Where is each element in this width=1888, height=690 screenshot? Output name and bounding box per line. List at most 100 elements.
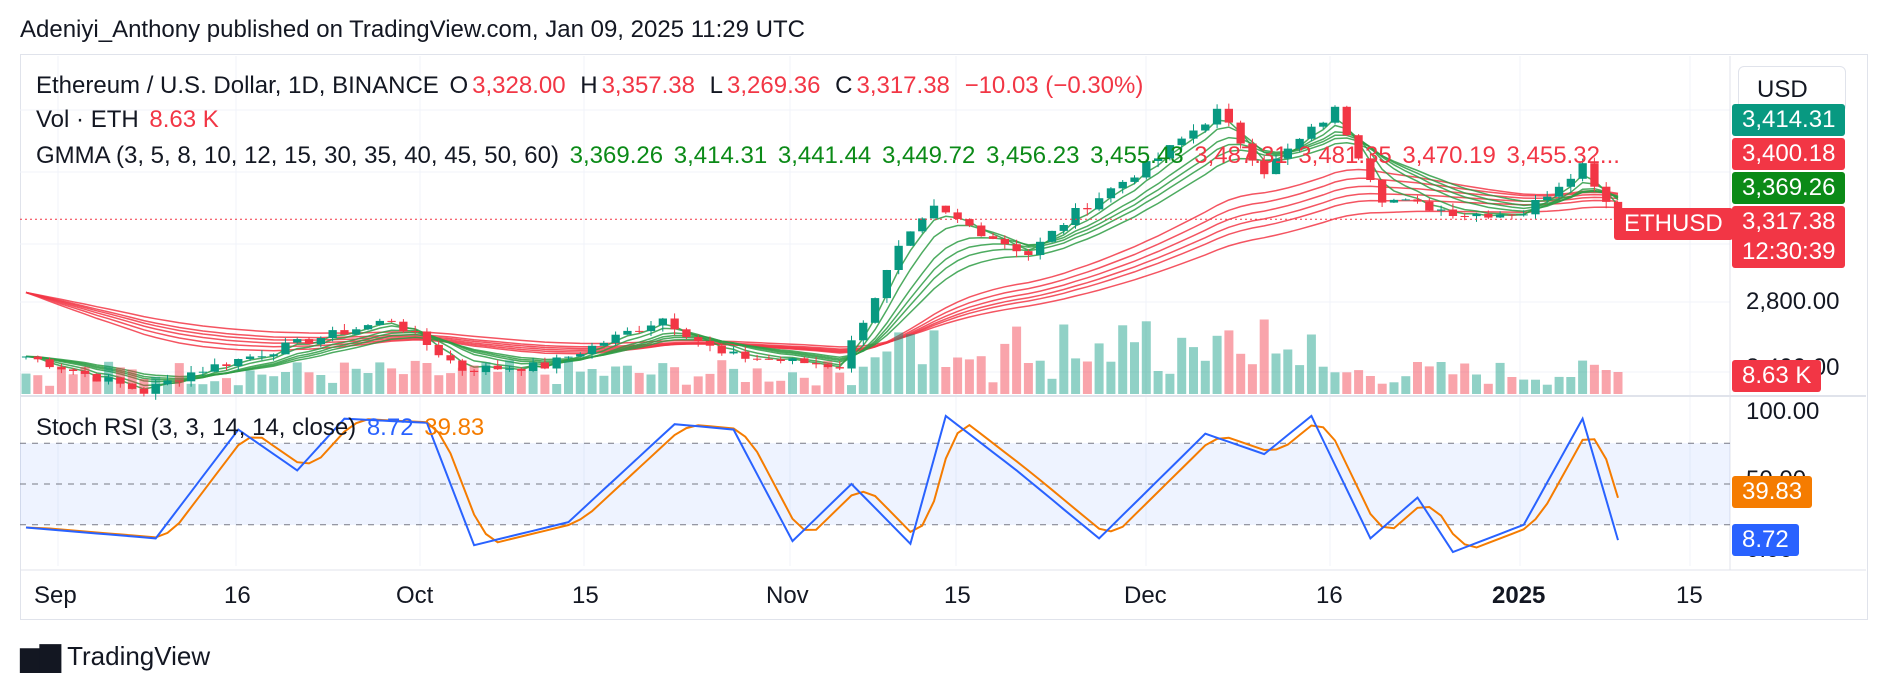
time-tick-label: 15 xyxy=(572,582,599,609)
candle-body xyxy=(882,270,891,299)
volume-bar xyxy=(1318,366,1328,394)
gmma-short-value: 3,369.26 xyxy=(569,142,664,169)
volume-bar xyxy=(1578,360,1588,394)
volume-bar xyxy=(422,363,432,394)
volume-bar xyxy=(1589,364,1599,394)
candle-body xyxy=(1000,238,1009,245)
time-tick-label: 15 xyxy=(944,582,971,609)
gmma-long-line xyxy=(25,199,1619,350)
candle-body xyxy=(1177,138,1186,146)
candle-body xyxy=(116,377,125,384)
volume-bar xyxy=(882,351,892,394)
gmma-short-value: 3,456.23 xyxy=(986,142,1080,169)
candle-body xyxy=(835,367,844,369)
legend-stoch: Stoch RSI (3, 3, 14, 14, close) 8.72 39.… xyxy=(36,414,488,442)
candle-body xyxy=(1389,199,1399,203)
volume-bar xyxy=(1566,377,1576,394)
candle-body xyxy=(104,377,113,382)
time-tick-label: 2025 xyxy=(1492,582,1546,609)
gmma-long-value: 3,455.32... xyxy=(1506,142,1620,169)
candle-body xyxy=(470,370,479,372)
volume-bar xyxy=(1389,382,1399,394)
volume-bar xyxy=(1413,362,1422,394)
gmma-label[interactable]: GMMA (3, 5, 8, 10, 12, 15, 30, 35, 40, 4… xyxy=(36,142,559,169)
stoch-tick-label: 100.00 xyxy=(1746,398,1820,425)
volume-bar xyxy=(976,356,986,394)
volume-bar xyxy=(906,334,915,394)
stoch-label[interactable]: Stoch RSI (3, 3, 14, 14, close) xyxy=(36,414,357,441)
gmma-long-line xyxy=(25,185,1619,352)
candle-body xyxy=(529,362,538,371)
candle-body xyxy=(623,330,632,335)
stoch-d-line xyxy=(25,418,1619,549)
volume-label[interactable]: Vol · ETH xyxy=(36,106,139,133)
candle-body xyxy=(658,318,667,326)
volume-bar xyxy=(646,374,656,394)
published-by: Adeniyi_Anthony published on TradingView… xyxy=(20,16,805,43)
candle-body xyxy=(1543,196,1552,200)
candle-body xyxy=(741,351,750,359)
candle-body xyxy=(1495,214,1505,218)
candle-body xyxy=(1460,216,1469,217)
volume-bar xyxy=(634,372,644,394)
volume-bar xyxy=(988,382,998,394)
volume-bar xyxy=(622,365,632,394)
volume-bar xyxy=(174,363,184,394)
volume-bar xyxy=(870,357,880,394)
candle-body xyxy=(1366,158,1375,180)
candle-body xyxy=(1401,199,1410,201)
volume-bar xyxy=(835,372,845,394)
volume-bar xyxy=(788,372,797,394)
volume-bar xyxy=(1141,321,1151,394)
candle-body xyxy=(293,339,302,343)
tradingview-logo-icon: ▆▇ xyxy=(20,641,61,672)
candle-body xyxy=(1047,230,1057,242)
stoch-k-badge: 8.72 xyxy=(1732,524,1799,556)
volume-bar xyxy=(1531,379,1540,394)
volume-bar xyxy=(269,376,279,394)
footer-brand[interactable]: ▆▇ TradingView xyxy=(20,640,210,673)
candle-body xyxy=(1165,145,1175,159)
symbol-name[interactable]: Ethereum / U.S. Dollar, 1D, BINANCE xyxy=(36,72,439,99)
volume-bar xyxy=(351,368,361,394)
volume-bar xyxy=(1401,376,1411,394)
volume-bar xyxy=(516,369,526,394)
volume-bar xyxy=(410,360,420,394)
stoch-k-line xyxy=(25,414,1619,554)
candle-body xyxy=(705,340,715,346)
candle-body xyxy=(764,358,774,360)
candle-body xyxy=(1036,241,1045,255)
candle-body xyxy=(859,322,868,341)
volume-bar xyxy=(328,382,338,394)
volume-bar xyxy=(163,384,172,394)
volume-bar xyxy=(1295,365,1305,394)
volume-bar xyxy=(564,360,573,394)
volume-bar xyxy=(1554,376,1564,394)
volume-bar xyxy=(799,377,809,394)
volume-bar xyxy=(894,332,904,394)
candle-body xyxy=(953,212,962,219)
candle-body xyxy=(352,329,361,335)
volume-bar xyxy=(964,359,974,394)
candle-body xyxy=(281,342,290,355)
candle-body xyxy=(1519,214,1528,216)
candle-body xyxy=(1590,163,1599,187)
volume-bar xyxy=(1601,370,1611,394)
volume-bar xyxy=(1436,362,1446,394)
candle-body xyxy=(1118,181,1127,189)
candle-body xyxy=(1566,178,1575,187)
candle-body xyxy=(316,338,325,345)
candle-body xyxy=(1319,122,1328,127)
candle-body xyxy=(128,383,137,389)
high-value: H 3,357.38 xyxy=(580,72,695,99)
volume-bar xyxy=(858,366,868,394)
brand-name: TradingView xyxy=(67,641,211,671)
legend-ohlc: Ethereum / U.S. Dollar, 1D, BINANCE O 3,3… xyxy=(36,72,1147,100)
volume-bar xyxy=(21,373,31,394)
candle-body xyxy=(800,358,809,364)
volume-bar xyxy=(1342,372,1352,394)
volume-bar xyxy=(1082,361,1092,394)
volume-bar xyxy=(528,364,538,394)
volume-bar xyxy=(1507,377,1517,394)
